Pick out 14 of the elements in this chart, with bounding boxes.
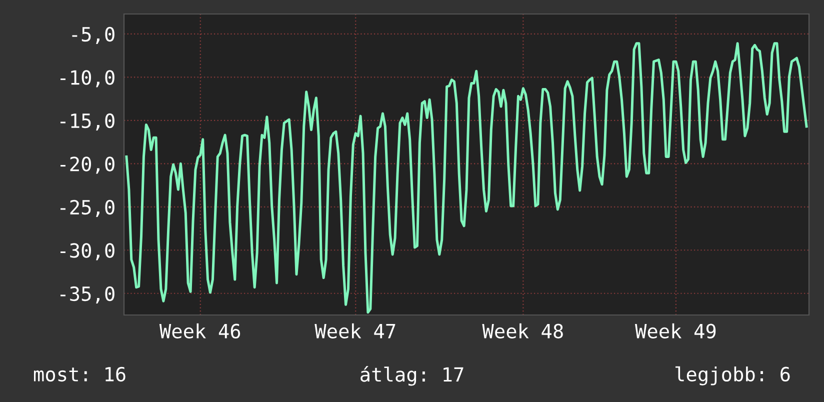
y-tick-label: -20,0 bbox=[60, 156, 114, 174]
y-tick-label: -5,0 bbox=[72, 26, 114, 44]
x-tick-label: Week 49 bbox=[634, 323, 716, 338]
y-tick-label: -30,0 bbox=[60, 243, 114, 260]
text: most: 16 bbox=[34, 366, 126, 382]
y-tick-label: -35,0 bbox=[60, 286, 114, 304]
x-tick-label: Week 48 bbox=[482, 323, 563, 338]
x-tick-label: Week 47 bbox=[314, 323, 396, 338]
text: legjobb: 6 bbox=[675, 366, 790, 386]
x-tick-label: Week 46 bbox=[159, 323, 240, 338]
text: átlag: 17 bbox=[360, 366, 464, 386]
y-tick-label: -25,0 bbox=[60, 200, 114, 218]
y-tick-label: -15,0 bbox=[60, 113, 114, 131]
y-tick-label: -10,0 bbox=[60, 70, 114, 88]
